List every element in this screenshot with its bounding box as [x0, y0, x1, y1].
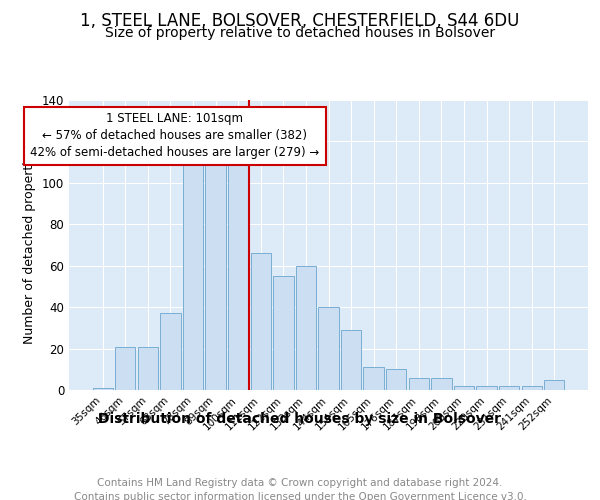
Bar: [205, 146, 226, 390]
Bar: [364, 367, 384, 390]
Bar: [273, 276, 293, 390]
Bar: [115, 346, 136, 390]
Bar: [251, 254, 271, 390]
Y-axis label: Number of detached properties: Number of detached properties: [23, 146, 36, 344]
Bar: [296, 266, 316, 390]
Bar: [409, 378, 429, 390]
Bar: [544, 380, 565, 390]
Bar: [431, 378, 452, 390]
Bar: [521, 386, 542, 390]
Bar: [160, 314, 181, 390]
Bar: [341, 330, 361, 390]
Text: Contains HM Land Registry data © Crown copyright and database right 2024.
Contai: Contains HM Land Registry data © Crown c…: [74, 478, 526, 500]
Text: 1, STEEL LANE, BOLSOVER, CHESTERFIELD, S44 6DU: 1, STEEL LANE, BOLSOVER, CHESTERFIELD, S…: [80, 12, 520, 30]
Bar: [499, 386, 519, 390]
Text: Distribution of detached houses by size in Bolsover: Distribution of detached houses by size …: [98, 412, 502, 426]
Bar: [476, 386, 497, 390]
Bar: [183, 146, 203, 390]
Bar: [138, 346, 158, 390]
Bar: [454, 386, 474, 390]
Bar: [319, 307, 338, 390]
Bar: [228, 156, 248, 390]
Bar: [386, 370, 406, 390]
Text: 1 STEEL LANE: 101sqm
← 57% of detached houses are smaller (382)
42% of semi-deta: 1 STEEL LANE: 101sqm ← 57% of detached h…: [31, 112, 320, 160]
Bar: [92, 388, 113, 390]
Text: Size of property relative to detached houses in Bolsover: Size of property relative to detached ho…: [105, 26, 495, 40]
